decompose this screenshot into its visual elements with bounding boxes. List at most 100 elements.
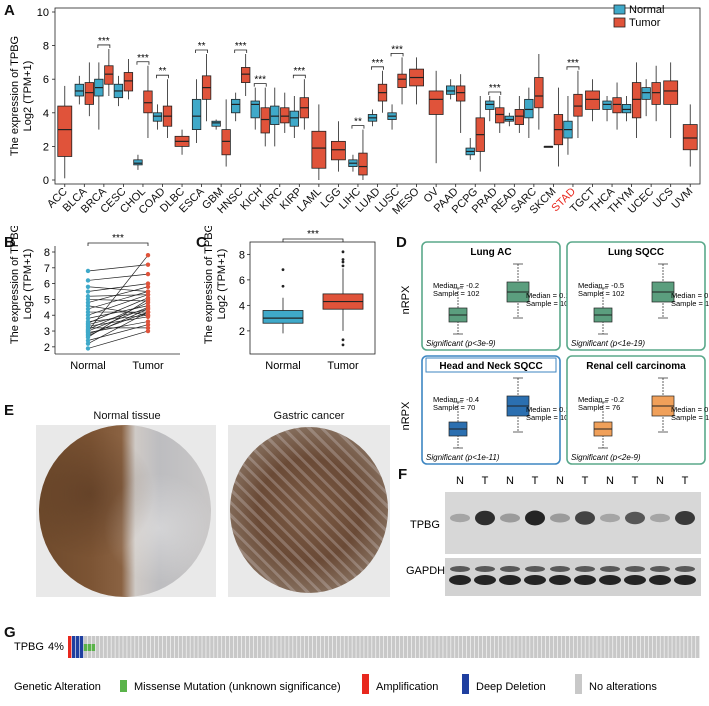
oncoprint-sample [75,636,80,658]
b-normal-point [85,303,91,308]
oncoprint-sample [423,636,427,658]
a-tumor-KICH-box [260,107,270,134]
gapdh-band-upper [625,566,645,572]
oncoprint-sample [312,636,317,658]
oncoprint-sample [387,636,392,658]
oncoprint-sample [218,636,222,658]
oncoprint-sample [609,636,613,658]
a-tumor-KIRC-box [280,107,290,124]
oncoprint-sample [127,636,131,658]
d-title-box [425,357,557,373]
oncoprint-sample [601,636,605,658]
oncoprint-sample [628,636,633,658]
c-ytick-label: 2 [239,326,245,338]
d-median-1: Median = -0.5 [578,281,624,290]
a-normal-PAAD-box [446,85,456,95]
oncoprint-sample [285,636,289,658]
oncoprint-sample [455,636,459,658]
b-normal-point [85,300,91,305]
oncoprint-sample [470,636,475,658]
tpbg-band [625,511,645,525]
oncoprint-sample [249,636,254,658]
oncoprint-sample [380,636,384,658]
oncoprint-sample [581,636,585,658]
oncoprint-sample [399,636,404,658]
panel-d-ylabel-top: nRPX [400,285,412,314]
d-sample-1: Sample = 76 [578,403,620,412]
b-pair-line [87,254,149,332]
gapdh-band-upper [650,566,670,572]
a-sig-bracket-STAD [566,66,580,70]
b-tumor-point [145,309,151,315]
oncoprint-sample [297,636,301,658]
oncoprint-sample [123,636,127,658]
gapdh-band-upper [675,566,695,572]
d-cell-frame [421,355,561,465]
oncoprint-sample [336,636,340,658]
d-median-2: Median = 0.1 [526,405,570,414]
oncoprint-sample [265,636,269,658]
oncoprint-sample [360,636,364,658]
oncoprint-sample [506,636,510,658]
b-normal-point [85,338,91,343]
oncoprint-sample [229,636,234,658]
d-cell-title: Lung SQCC [608,247,664,258]
oncoprint-sample [447,636,451,658]
b-ytick-label: 7 [44,263,50,275]
tpbg-band [675,511,695,525]
a-tumor-SARC-box [534,77,544,109]
oncoprint-sample [463,636,467,658]
gapdh-band-lower [524,575,546,585]
oncoprint-sample [502,636,506,658]
oncoprint-sample [190,636,194,658]
panel-label-b: B [4,234,15,251]
panel-a-chart: The expression of TPBG Log2 (TPM+1) 0 2 4 6… [9,4,701,217]
oncoprint-sample [593,636,597,658]
c-xlabel-tumor: Tumor [327,360,359,372]
b-normal-point [85,341,91,346]
oncoprint-sample [561,636,566,658]
b-ytick-label: 4 [44,310,50,322]
oncoprint-sample [131,636,135,658]
b-pair-line [87,283,149,292]
oncoprint-sample [273,636,277,658]
oncoprint-missense [87,644,92,651]
a-normal-KICH-box [250,100,260,119]
a-sig-LUAD: *** [372,58,384,69]
b-tumor-point [145,252,151,258]
a-tumor-STAD-box [573,93,583,117]
b-pair-line [87,324,149,341]
a-tumor-UCS-box [663,80,679,105]
b-normal-point [85,333,91,338]
a-tumor-LAML-box [311,130,327,169]
oncoprint-sample [613,636,617,658]
oncoprint-sample [202,636,206,658]
gapdh-band-lower [624,575,646,585]
legend-normal-swatch [613,4,626,15]
c-outlier [341,258,345,261]
a-tumor-HNSC-box [241,67,251,83]
legend-label-amplification: Amplification [376,681,438,693]
a-normal-SARC-box [524,98,534,119]
a-ytick-label: 2 [43,141,49,153]
b-tumor-point [145,262,151,267]
oncoprint-sample [68,636,72,658]
b-normal-point [85,294,91,299]
oncoprint-sample [403,636,408,658]
legend-label-missense: Missense Mutation (unknown significance) [134,681,341,693]
a-sig-HNSC: *** [235,41,247,52]
oncoprint-sample [316,636,321,658]
tpbg-band [525,510,545,526]
a-sig-bracket-LIHC [351,125,365,129]
b-pair-line [87,330,149,349]
oncoprint-sample [656,636,660,658]
a-tumor-ACC-box [57,105,73,157]
oncoprint-sample [166,636,171,658]
d-significance: Significant (p<1e-11) [426,453,500,462]
oncoprint-sample [241,636,246,658]
panel-label-g: G [4,624,16,641]
panel-g-oncoprint: TPBG 4% Genetic Alteration Missense Muta… [14,636,700,694]
b-normal-point [85,346,91,351]
oncoprint-sample [210,636,214,658]
b-normal-point [85,268,91,274]
